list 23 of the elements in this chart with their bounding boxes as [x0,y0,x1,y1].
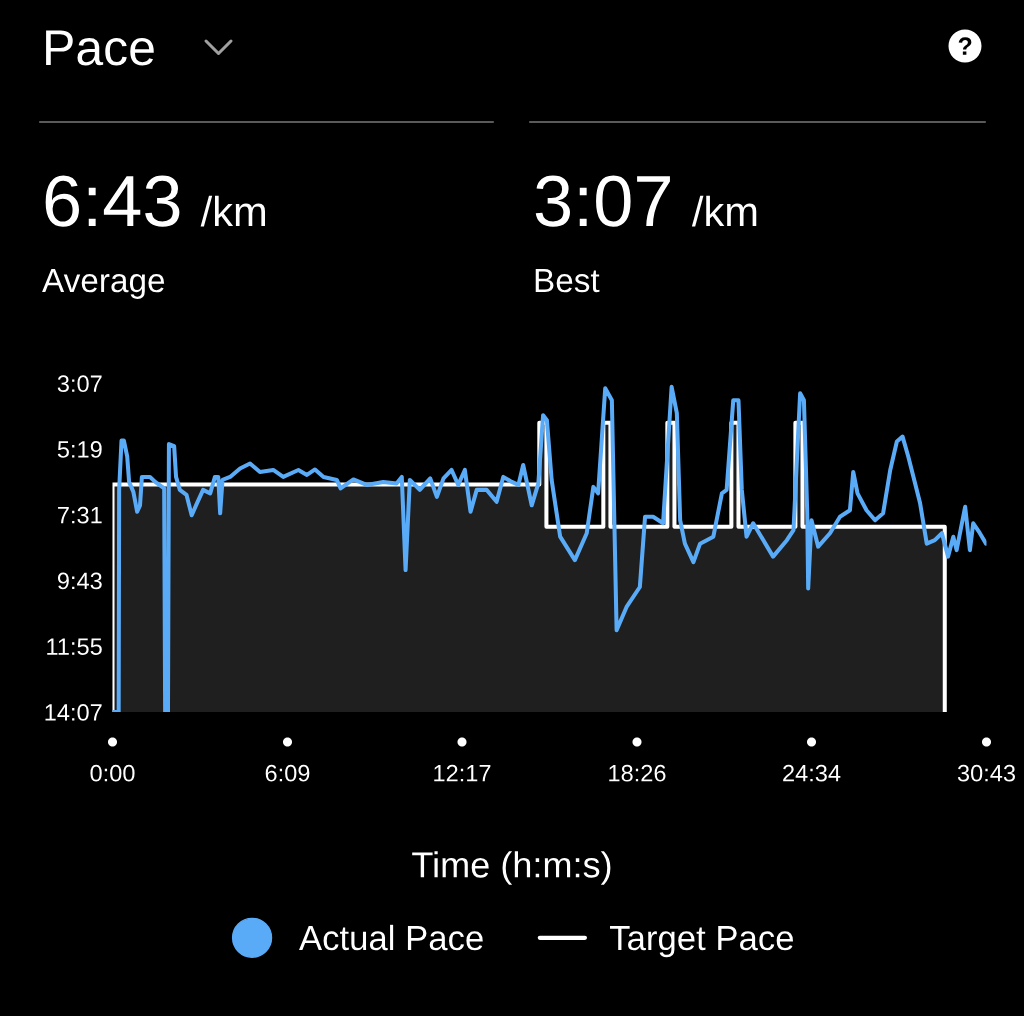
y-tick-label: 3:07 [57,375,102,393]
x-tick-label: 30:43 [957,764,1016,782]
line-series [112,384,987,712]
x-tick-label: 24:34 [783,764,841,782]
text: 6:43 [45,175,180,227]
text: Average [42,269,165,299]
text: Best [535,269,600,293]
text: /km [691,195,757,227]
x-tick-label: 18:26 [609,764,666,782]
text: 3:07 [535,175,670,227]
y-tick-label: 11:55 [47,638,102,656]
y-tick-label: 14:07 [45,704,102,721]
legend-label: Target Pace [610,926,793,958]
legend-label: Actual Pace [299,924,483,951]
chart-title: Pace [46,30,154,66]
x-axis-title: Time (h:m:s) [412,851,611,885]
x-tick-label: 6:09 [265,764,310,782]
y-tick-label: 9:43 [57,572,102,590]
y-tick-label: 5:19 [57,441,102,458]
x-tick-label: 0:00 [90,764,135,782]
y-tick-label: 7:31 [58,506,102,524]
text: /km [200,195,265,227]
x-tick-label: 12:17 [434,764,491,782]
